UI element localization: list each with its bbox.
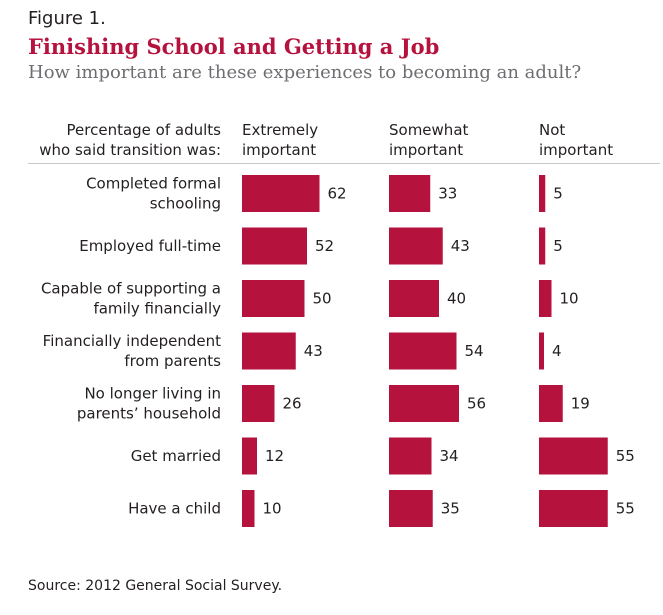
data-label: 35 — [441, 500, 460, 518]
category-label: Completed formal schooling — [86, 175, 221, 213]
data-label: 62 — [328, 185, 347, 203]
data-label: 5 — [553, 237, 563, 255]
bar — [389, 490, 433, 527]
data-label: 4 — [552, 342, 562, 360]
data-label: 40 — [447, 290, 466, 308]
source-note: Source: 2012 General Social Survey. — [28, 578, 283, 594]
data-label: 43 — [451, 237, 470, 255]
bar — [389, 385, 459, 422]
bar — [539, 385, 563, 422]
header-divider — [28, 163, 660, 164]
bar — [242, 490, 255, 527]
data-label: 26 — [283, 395, 302, 413]
data-label: 34 — [440, 447, 459, 465]
bar — [539, 437, 608, 475]
data-label: 50 — [313, 290, 332, 308]
bar — [389, 280, 439, 317]
bar — [242, 385, 275, 422]
data-label: 12 — [265, 447, 284, 465]
category-label: Capable of supporting a family financiall… — [41, 280, 221, 318]
category-label: Get married — [131, 447, 221, 465]
column-header-somewhat: Somewhat important — [389, 121, 469, 159]
bar — [539, 175, 546, 212]
figure-label: Figure 1. — [28, 8, 106, 29]
category-label: Employed full-time — [79, 237, 221, 255]
data-label: 33 — [438, 185, 457, 203]
bar — [389, 175, 431, 212]
data-label: 43 — [304, 342, 323, 360]
row-header: Percentage of adults who said transition… — [39, 121, 221, 159]
bar — [242, 280, 305, 317]
bar — [242, 227, 307, 265]
bar — [539, 490, 608, 527]
chart-title: Finishing School and Getting a Job — [28, 34, 440, 59]
data-label: 55 — [616, 500, 635, 518]
category-label: Financially independent from parents — [43, 332, 221, 370]
data-label: 10 — [560, 290, 579, 308]
bar — [389, 332, 457, 370]
data-label: 56 — [467, 395, 486, 413]
bar — [242, 437, 257, 475]
data-label: 52 — [315, 237, 334, 255]
data-label: 54 — [465, 342, 484, 360]
bar — [539, 280, 552, 317]
category-label: Have a child — [128, 500, 221, 518]
column-header-not: Not important — [539, 121, 614, 159]
data-label: 5 — [553, 185, 563, 203]
category-label: No longer living in parents’ household — [77, 385, 221, 423]
data-label: 19 — [571, 395, 590, 413]
bar — [539, 332, 544, 370]
column-header-extremely: Extremely important — [242, 121, 319, 159]
chart-subtitle: How important are these experiences to b… — [28, 62, 582, 83]
bar — [242, 175, 320, 212]
bar — [389, 437, 432, 475]
bar — [389, 227, 443, 265]
bar — [242, 332, 296, 370]
data-label: 10 — [263, 500, 282, 518]
data-label: 55 — [616, 447, 635, 465]
bar — [539, 227, 546, 265]
